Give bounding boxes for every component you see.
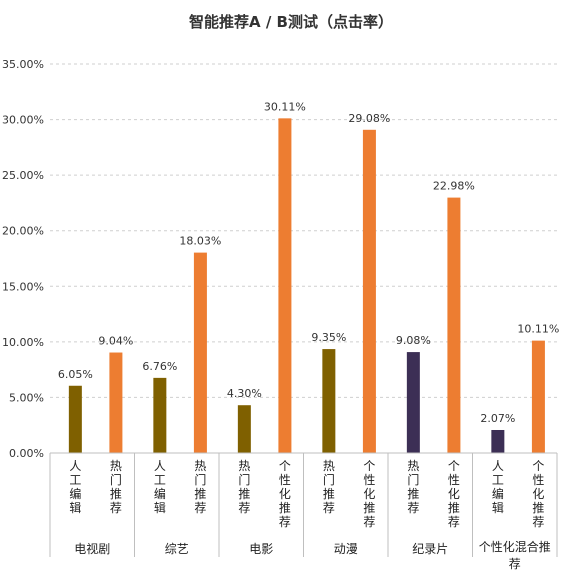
- y-tick-label: 35.00%: [2, 58, 44, 71]
- bar-label-char: 热: [194, 459, 206, 473]
- bar-label-char: 人: [492, 459, 504, 473]
- bar-label-char: 推: [532, 501, 544, 515]
- bar-label-char: 辑: [69, 501, 81, 515]
- bar-label-char: 推: [323, 487, 335, 501]
- bar: [362, 129, 376, 453]
- data-label: 9.04%: [98, 335, 133, 348]
- bar-label-char: 荐: [238, 501, 250, 515]
- bar: [68, 385, 82, 453]
- bar: [531, 340, 545, 453]
- bar-label-char: 个: [532, 459, 544, 473]
- bar-label-char: 热: [238, 459, 250, 473]
- data-label: 6.05%: [58, 368, 93, 381]
- y-tick-label: 0.00%: [9, 447, 44, 460]
- bar-label-char: 荐: [448, 515, 460, 529]
- bar-label-char: 门: [194, 472, 206, 487]
- data-label: 18.03%: [179, 235, 221, 248]
- bar-label-char: 工: [492, 473, 504, 487]
- bar-label-char: 编: [69, 486, 81, 501]
- group-label: 纪录片: [412, 542, 448, 556]
- bar-label-char: 人: [154, 459, 166, 473]
- bar-label-char: 门: [238, 472, 250, 487]
- group-label: 荐: [509, 557, 521, 571]
- bar-label-char: 荐: [407, 501, 419, 515]
- bar-label-char: 工: [69, 473, 81, 487]
- bar-label-char: 化: [448, 487, 460, 501]
- bar-label-char: 推: [279, 501, 291, 515]
- bar-label-char: 热: [323, 459, 335, 473]
- data-label: 29.08%: [348, 112, 390, 125]
- bar-label-char: 推: [194, 487, 206, 501]
- bar-label-char: 门: [407, 472, 419, 487]
- grid-lines: [50, 63, 557, 398]
- y-tick-label: 10.00%: [2, 336, 44, 349]
- bar-label-char: 辑: [492, 501, 504, 515]
- y-tick-label: 25.00%: [2, 169, 44, 182]
- bar: [491, 429, 505, 453]
- group-label: 个性化混合推: [479, 539, 551, 554]
- bar-label-char: 化: [532, 487, 544, 501]
- bar-label-char: 推: [238, 487, 250, 501]
- bar-label-char: 性: [532, 473, 544, 487]
- bar-label-char: 荐: [194, 501, 206, 515]
- bar-label-char: 荐: [323, 501, 335, 515]
- chart-title: 智能推荐A / B测试（点击率）: [189, 13, 393, 31]
- bar-label-char: 编: [154, 486, 166, 501]
- bar-label-char: 门: [110, 472, 122, 487]
- bar-label-char: 化: [279, 487, 291, 501]
- bar: [237, 405, 251, 453]
- bar-label-char: 人: [69, 459, 81, 473]
- group-label: 电影: [249, 542, 273, 556]
- bar: [447, 197, 461, 453]
- bar-label-char: 个: [448, 459, 460, 473]
- y-axis: 0.00% 5.00% 10.00% 15.00% 20.00% 25.00% 30.00%…: [2, 58, 44, 460]
- data-label: 9.35%: [311, 331, 346, 344]
- x-axis: 人工编辑热门推荐电视剧人工编辑热门推荐综艺热门推荐个性化推荐电影热门推荐个性化推…: [49, 452, 558, 571]
- bar: [406, 352, 420, 453]
- bar-label-char: 荐: [279, 515, 291, 529]
- bar: [193, 252, 207, 453]
- y-tick-label: 20.00%: [2, 225, 44, 238]
- data-label: 30.11%: [264, 100, 306, 113]
- bar-label-char: 性: [279, 473, 291, 487]
- data-label: 2.07%: [480, 412, 515, 425]
- data-label: 9.08%: [396, 334, 431, 347]
- bar: [153, 377, 167, 453]
- bar-label-char: 性: [448, 473, 460, 487]
- bar-label-char: 编: [492, 486, 504, 501]
- bar-label-char: 个: [279, 459, 291, 473]
- bar-label-char: 推: [363, 501, 375, 515]
- bar-label-char: 化: [363, 487, 375, 501]
- data-label: 6.76%: [142, 360, 177, 373]
- bars: 6.05% 9.04% 6.76% 18.03% 4.30% 30.11% 9.35% 29.…: [58, 100, 559, 454]
- bar-label-char: 工: [154, 473, 166, 487]
- group-label: 动漫: [334, 542, 358, 556]
- y-tick-label: 15.00%: [2, 280, 44, 293]
- data-label: 10.11%: [517, 323, 559, 336]
- group-label: 电视剧: [74, 541, 110, 556]
- bar-label-char: 推: [448, 501, 460, 515]
- bar-label-char: 热: [407, 459, 419, 473]
- bar-label-char: 荐: [363, 515, 375, 529]
- bar-label-char: 辑: [154, 501, 166, 515]
- bar-label-char: 荐: [110, 501, 122, 515]
- y-tick-label: 30.00%: [2, 114, 44, 127]
- bar-label-char: 个: [363, 459, 375, 473]
- data-label: 22.98%: [433, 180, 475, 193]
- bar-label-char: 推: [407, 487, 419, 501]
- data-label: 4.30%: [227, 387, 262, 400]
- bar-label-char: 推: [110, 487, 122, 501]
- bar: [109, 352, 123, 453]
- bar: [278, 118, 292, 454]
- bar-label-char: 门: [323, 472, 335, 487]
- y-tick-label: 5.00%: [9, 391, 44, 404]
- bar: [322, 349, 336, 453]
- bar-label-char: 荐: [532, 515, 544, 529]
- bar-label-char: 性: [363, 473, 375, 487]
- bar-label-char: 热: [110, 459, 122, 473]
- group-label: 综艺: [165, 542, 189, 556]
